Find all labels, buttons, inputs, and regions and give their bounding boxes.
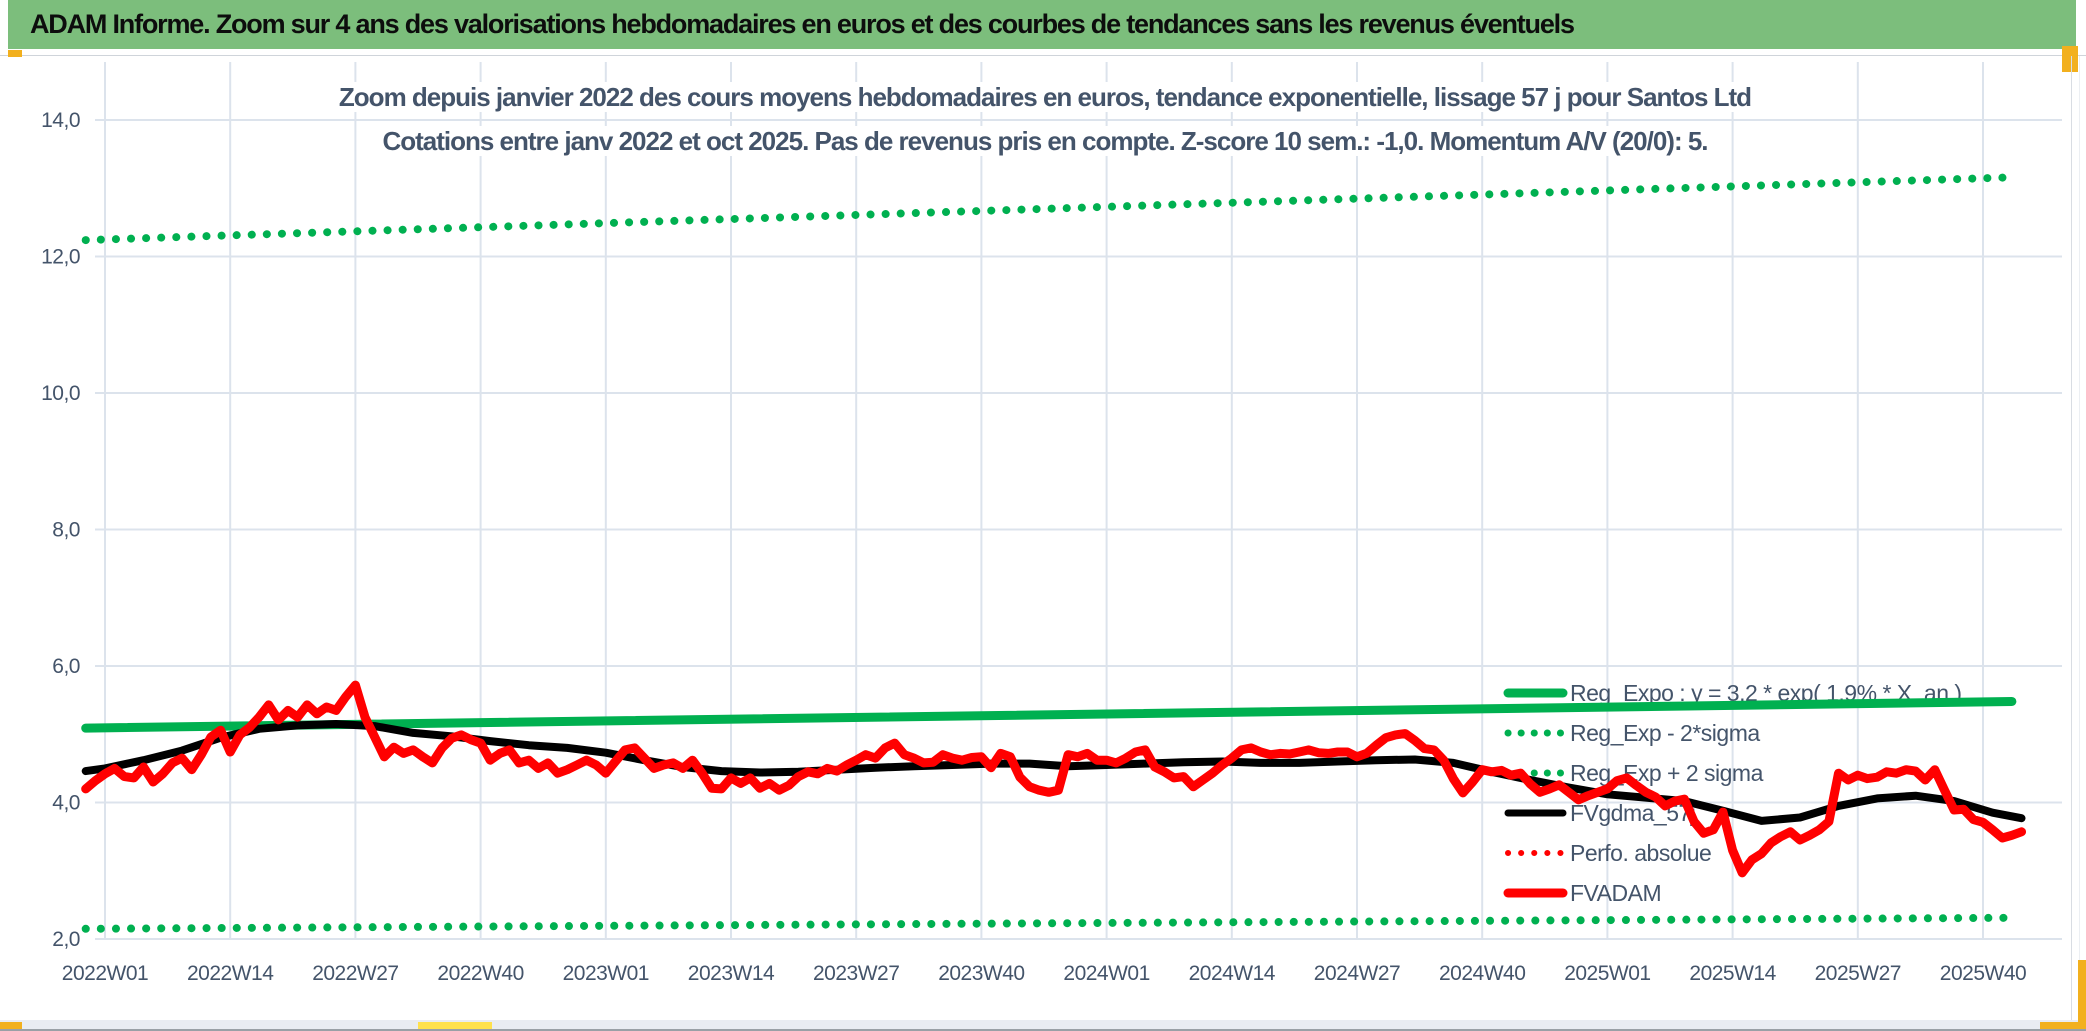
gold-accent-bottom-right <box>2040 1022 2086 1031</box>
gold-accent-right-edge <box>2078 960 2086 1031</box>
y-axis-tick-label: 4,0 <box>52 792 80 815</box>
x-axis-tick-label: 2025W40 <box>1940 962 2026 985</box>
legend-label-2: Reg_Exp - 2*sigma <box>1570 720 1760 746</box>
x-axis-tick-label: 2023W40 <box>938 962 1024 985</box>
bottom-edge-line <box>0 1029 2086 1031</box>
right-border-line <box>2071 56 2072 1020</box>
y-axis-tick-label: 10,0 <box>41 382 80 405</box>
gold-accent-top-left <box>8 50 22 57</box>
x-axis-tick-label: 2022W27 <box>312 962 398 985</box>
legend-label-5: Perfo. absolue <box>1570 840 1711 866</box>
chart-title-line1: Zoom depuis janvier 2022 des cours moyen… <box>95 82 1995 113</box>
yellow-accent-bottom <box>418 1022 492 1031</box>
x-axis-tick-label: 2025W01 <box>1564 962 1650 985</box>
y-axis-tick-label: 2,0 <box>52 928 80 951</box>
legend-label-6: FVADAM <box>1570 880 1661 906</box>
header-bar: ADAM Informe. Zoom sur 4 ans des valoris… <box>8 0 2076 49</box>
x-axis-tick-label: 2024W14 <box>1189 962 1276 985</box>
series-line-reg-expo <box>81 697 2017 733</box>
y-axis-tick-label: 8,0 <box>52 519 80 542</box>
x-axis-tick-label: 2024W40 <box>1439 962 1525 985</box>
x-axis-tick-label: 2025W14 <box>1689 962 1776 985</box>
x-axis-tick-label: 2023W14 <box>688 962 775 985</box>
y-axis-tick-label: 14,0 <box>41 109 80 132</box>
gold-accent-bottom-left <box>0 1022 22 1031</box>
x-axis-tick-label: 2025W27 <box>1815 962 1901 985</box>
series-line-reg-exp-2-sigma <box>81 913 2016 933</box>
x-axis-tick-label: 2022W40 <box>437 962 523 985</box>
y-axis-tick-label: 6,0 <box>52 655 80 678</box>
right-border-line-2 <box>2079 56 2080 1020</box>
header-title: ADAM Informe. Zoom sur 4 ans des valoris… <box>30 9 1575 39</box>
series-line-fvadam <box>81 680 2026 878</box>
x-axis-tick-label: 2024W27 <box>1314 962 1400 985</box>
status-strip <box>0 1020 2086 1031</box>
legend-label-3: Reg_Exp + 2 sigma <box>1570 760 1764 786</box>
header-divider <box>0 55 2086 56</box>
x-axis-tick-label: 2022W14 <box>187 962 274 985</box>
x-axis-tick-label: 2023W27 <box>813 962 899 985</box>
chart-title-line2: Cotations entre janv 2022 et oct 2025. P… <box>95 126 1995 157</box>
series-line-fvgdma-57j <box>81 720 2026 825</box>
x-axis-tick-label: 2022W01 <box>62 962 148 985</box>
y-axis-tick-label: 12,0 <box>41 246 80 269</box>
x-axis-tick-label: 2023W01 <box>563 962 649 985</box>
x-axis-tick-label: 2024W01 <box>1063 962 1149 985</box>
gold-accent-top-right <box>2062 46 2078 72</box>
series-line-reg-exp-2-sigma <box>81 173 2016 245</box>
